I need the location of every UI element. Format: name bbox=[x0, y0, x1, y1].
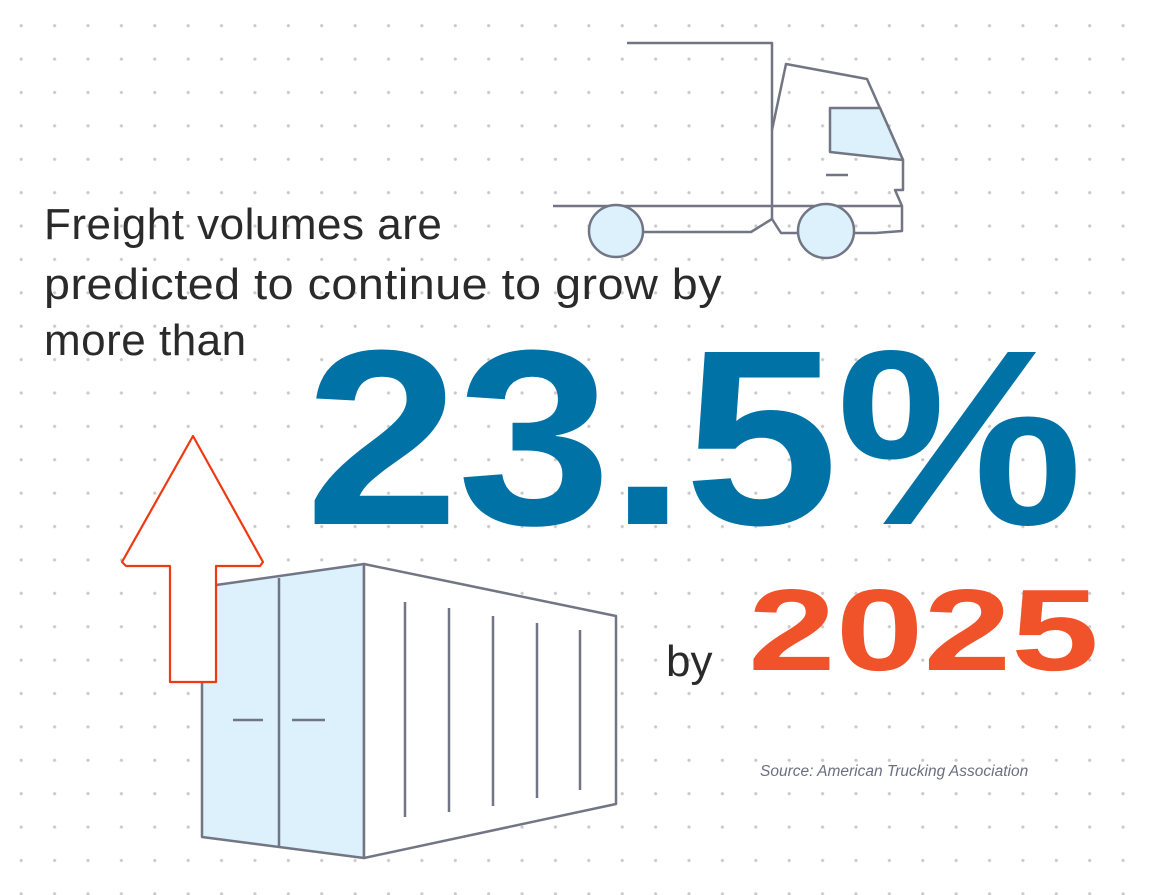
growth-percentage: 23.5% bbox=[305, 298, 1083, 577]
truck-icon bbox=[553, 41, 905, 260]
target-year: 2025 bbox=[748, 565, 1099, 695]
by-label: by bbox=[666, 637, 713, 686]
headline-line-2: predicted to continue to grow by bbox=[44, 260, 723, 309]
headline-line-1: Freight volumes are bbox=[44, 200, 443, 249]
shipping-container-icon bbox=[200, 562, 618, 860]
source-citation: Source: American Trucking Association bbox=[760, 763, 1029, 780]
headline-line-3: more than bbox=[44, 316, 247, 365]
up-arrow-icon bbox=[120, 434, 265, 684]
